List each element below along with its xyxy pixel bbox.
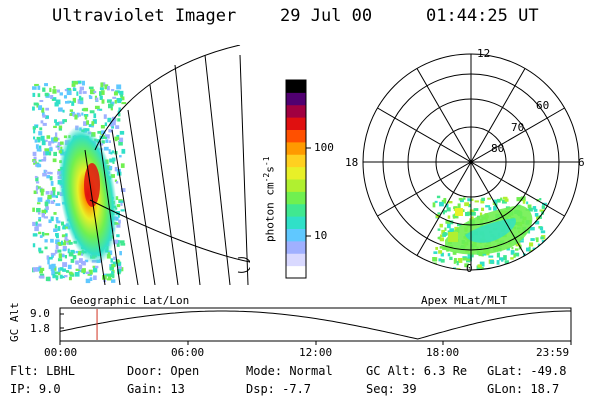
ip-readout: IP: 9.0 (10, 382, 61, 396)
seq-readout: Seq: 39 (366, 382, 417, 396)
mlt-label-12: 12 (477, 47, 491, 60)
colorbar-label-10: 10 (314, 229, 328, 242)
timeline-frame (59, 307, 572, 342)
x-tick-0600: 06:00 (171, 346, 205, 359)
lat-label-60: 60 (536, 99, 550, 112)
timeline-ticks (59, 341, 572, 345)
apex-projection-label: Apex MLat/MLT (421, 294, 508, 307)
glat-readout: GLat: -49.8 (487, 364, 567, 378)
y-tick-1-8: 1.8 (30, 322, 50, 335)
filter-readout: Flt: LBHL (10, 364, 76, 378)
mode-readout: Mode: Normal (246, 364, 333, 378)
x-tick-2359: 23:59 (536, 346, 570, 359)
gain-readout: Gain: 13 (127, 382, 185, 396)
x-tick-1800: 18:00 (426, 346, 460, 359)
x-tick-0000: 00:00 (44, 346, 78, 359)
lat-label-70: 70 (511, 121, 525, 134)
instrument-title: Ultraviolet Imager (52, 6, 237, 26)
x-tick-1200: 12:00 (299, 346, 333, 359)
time-label: 01:44:25 UT (426, 6, 539, 26)
altitude-curve (59, 310, 571, 340)
date-label: 29 Jul 00 (280, 6, 373, 26)
colorbar-label-100: 100 (314, 141, 334, 154)
mlt-label-6: 6 (578, 156, 585, 169)
door-readout: Door: Open (127, 364, 200, 378)
y-tick-9: 9.0 (30, 307, 50, 320)
mlt-label-18: 18 (345, 156, 359, 169)
timeline-y-axis-label: GC Alt (8, 302, 21, 342)
geographic-projection-label: Geographic Lat/Lon (70, 294, 190, 307)
lat-label-80: 80 (491, 142, 505, 155)
dsp-readout: Dsp: -7.7 (246, 382, 312, 396)
glon-readout: GLon: 18.7 (487, 382, 560, 396)
gc-alt-readout: GC Alt: 6.3 Re (366, 364, 468, 378)
mlt-label-0: 0 (466, 262, 473, 275)
